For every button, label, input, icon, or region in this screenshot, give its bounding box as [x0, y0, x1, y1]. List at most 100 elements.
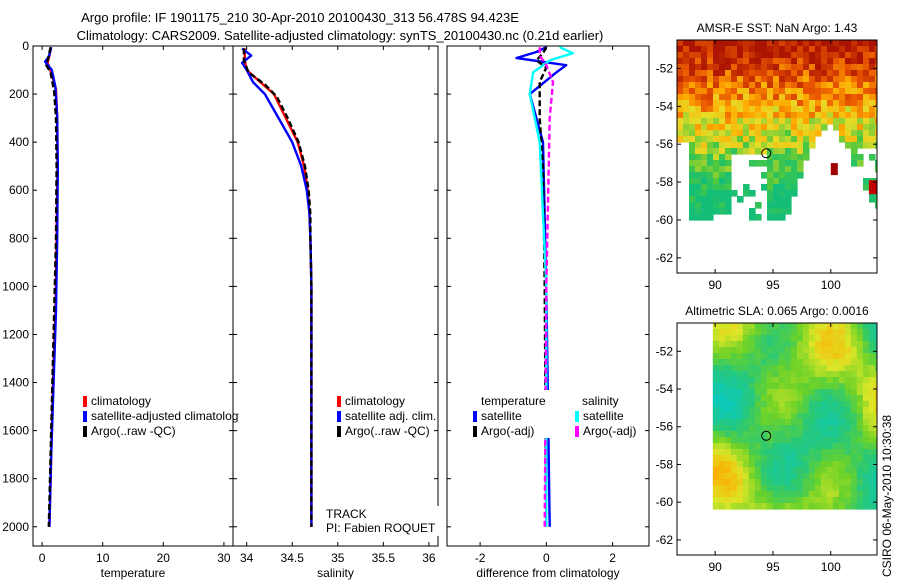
map-cell [803, 58, 810, 65]
map-cell [856, 449, 864, 456]
map-cell [784, 383, 792, 390]
map-cell [802, 461, 810, 468]
map-cell [701, 106, 708, 113]
map-cell [850, 419, 858, 426]
map-cell [779, 148, 786, 155]
map-cell [857, 70, 864, 77]
map-cell [815, 100, 822, 107]
map-cell [820, 413, 828, 420]
map-cell [869, 70, 876, 77]
title-line-2: Climatology: CARS2009. Satellite-adjuste… [77, 28, 604, 43]
map-cell [773, 46, 780, 53]
map-cell [778, 389, 786, 396]
map-cell [820, 425, 828, 432]
map-cell [845, 40, 852, 47]
map-cell [689, 148, 696, 155]
map-cell [821, 88, 828, 95]
map-cell [760, 359, 768, 366]
map-cell [724, 353, 732, 360]
map-cell [767, 160, 774, 167]
y-tick-label: -58 [656, 457, 674, 471]
map-cell [778, 491, 786, 498]
map-cell [814, 413, 822, 420]
map-cell [814, 431, 822, 438]
map-cell [725, 208, 732, 215]
map-cell [856, 437, 864, 444]
map-cell [851, 112, 858, 119]
legend-header-temperature: temperature [481, 394, 546, 408]
map-cell [677, 52, 684, 59]
map-cell [724, 341, 732, 348]
map-cell [736, 341, 744, 348]
map-cell [785, 100, 792, 107]
map-cell [845, 112, 852, 119]
map-cell [815, 106, 822, 113]
map-cell [754, 455, 762, 462]
x-axis-label: temperature [101, 566, 166, 580]
map-cell [760, 401, 768, 408]
map-cell [773, 166, 780, 173]
map-cell [707, 106, 714, 113]
map-cell [808, 401, 816, 408]
map-cell [719, 106, 726, 113]
map-cell [796, 437, 804, 444]
map-cell [844, 401, 852, 408]
map-cell [736, 383, 744, 390]
map-cell [850, 371, 858, 378]
map-cell [797, 154, 804, 161]
map-cell [742, 401, 750, 408]
map-cell [797, 58, 804, 65]
map-cell [790, 437, 798, 444]
map-cell [821, 82, 828, 89]
y-tick-label: -60 [656, 213, 674, 227]
map-cell [737, 130, 744, 137]
map-cell [707, 112, 714, 119]
map-cell [718, 329, 726, 336]
map-cell [803, 136, 810, 143]
map-cell [748, 341, 756, 348]
map-cell [778, 431, 786, 438]
map-cell [863, 142, 870, 149]
map-cell [839, 52, 846, 59]
map-cell [875, 106, 877, 113]
map-cell [724, 461, 732, 468]
map-cell [791, 124, 798, 131]
map-cell [749, 64, 756, 71]
panel-frame-temperature [32, 45, 234, 547]
map-cell [814, 365, 822, 372]
map-cell [760, 329, 768, 336]
map-cell [755, 58, 762, 65]
map-cell [761, 148, 768, 155]
map-cell [809, 112, 816, 119]
map-cell [766, 383, 774, 390]
map-cell [755, 64, 762, 71]
map-cell [755, 214, 762, 221]
map-cell [766, 437, 774, 444]
map-cell [736, 503, 744, 510]
map-cell [850, 353, 858, 360]
map-cell [833, 94, 840, 101]
map-cell [754, 335, 762, 342]
map-cell [845, 130, 852, 137]
map-cell [778, 461, 786, 468]
x-tick-label: 100 [821, 278, 841, 292]
map-cell [718, 443, 726, 450]
map-cell [743, 184, 750, 191]
map-cell [797, 142, 804, 149]
map-cell [767, 184, 774, 191]
map-cell [695, 214, 702, 221]
map-cell [802, 443, 810, 450]
map-cell [875, 142, 877, 149]
legend-label: Argo(-adj) [583, 424, 636, 438]
map-cell [772, 449, 780, 456]
map-cell [725, 40, 732, 47]
map-cell [779, 208, 786, 215]
map-cell [796, 335, 804, 342]
map-cell [677, 106, 684, 113]
map-cell [869, 40, 876, 47]
map-cell [701, 178, 708, 185]
map-cell [785, 160, 792, 167]
map-cell [833, 40, 840, 47]
legend-label: Argo(-adj) [481, 424, 534, 438]
map-cell [719, 130, 726, 137]
